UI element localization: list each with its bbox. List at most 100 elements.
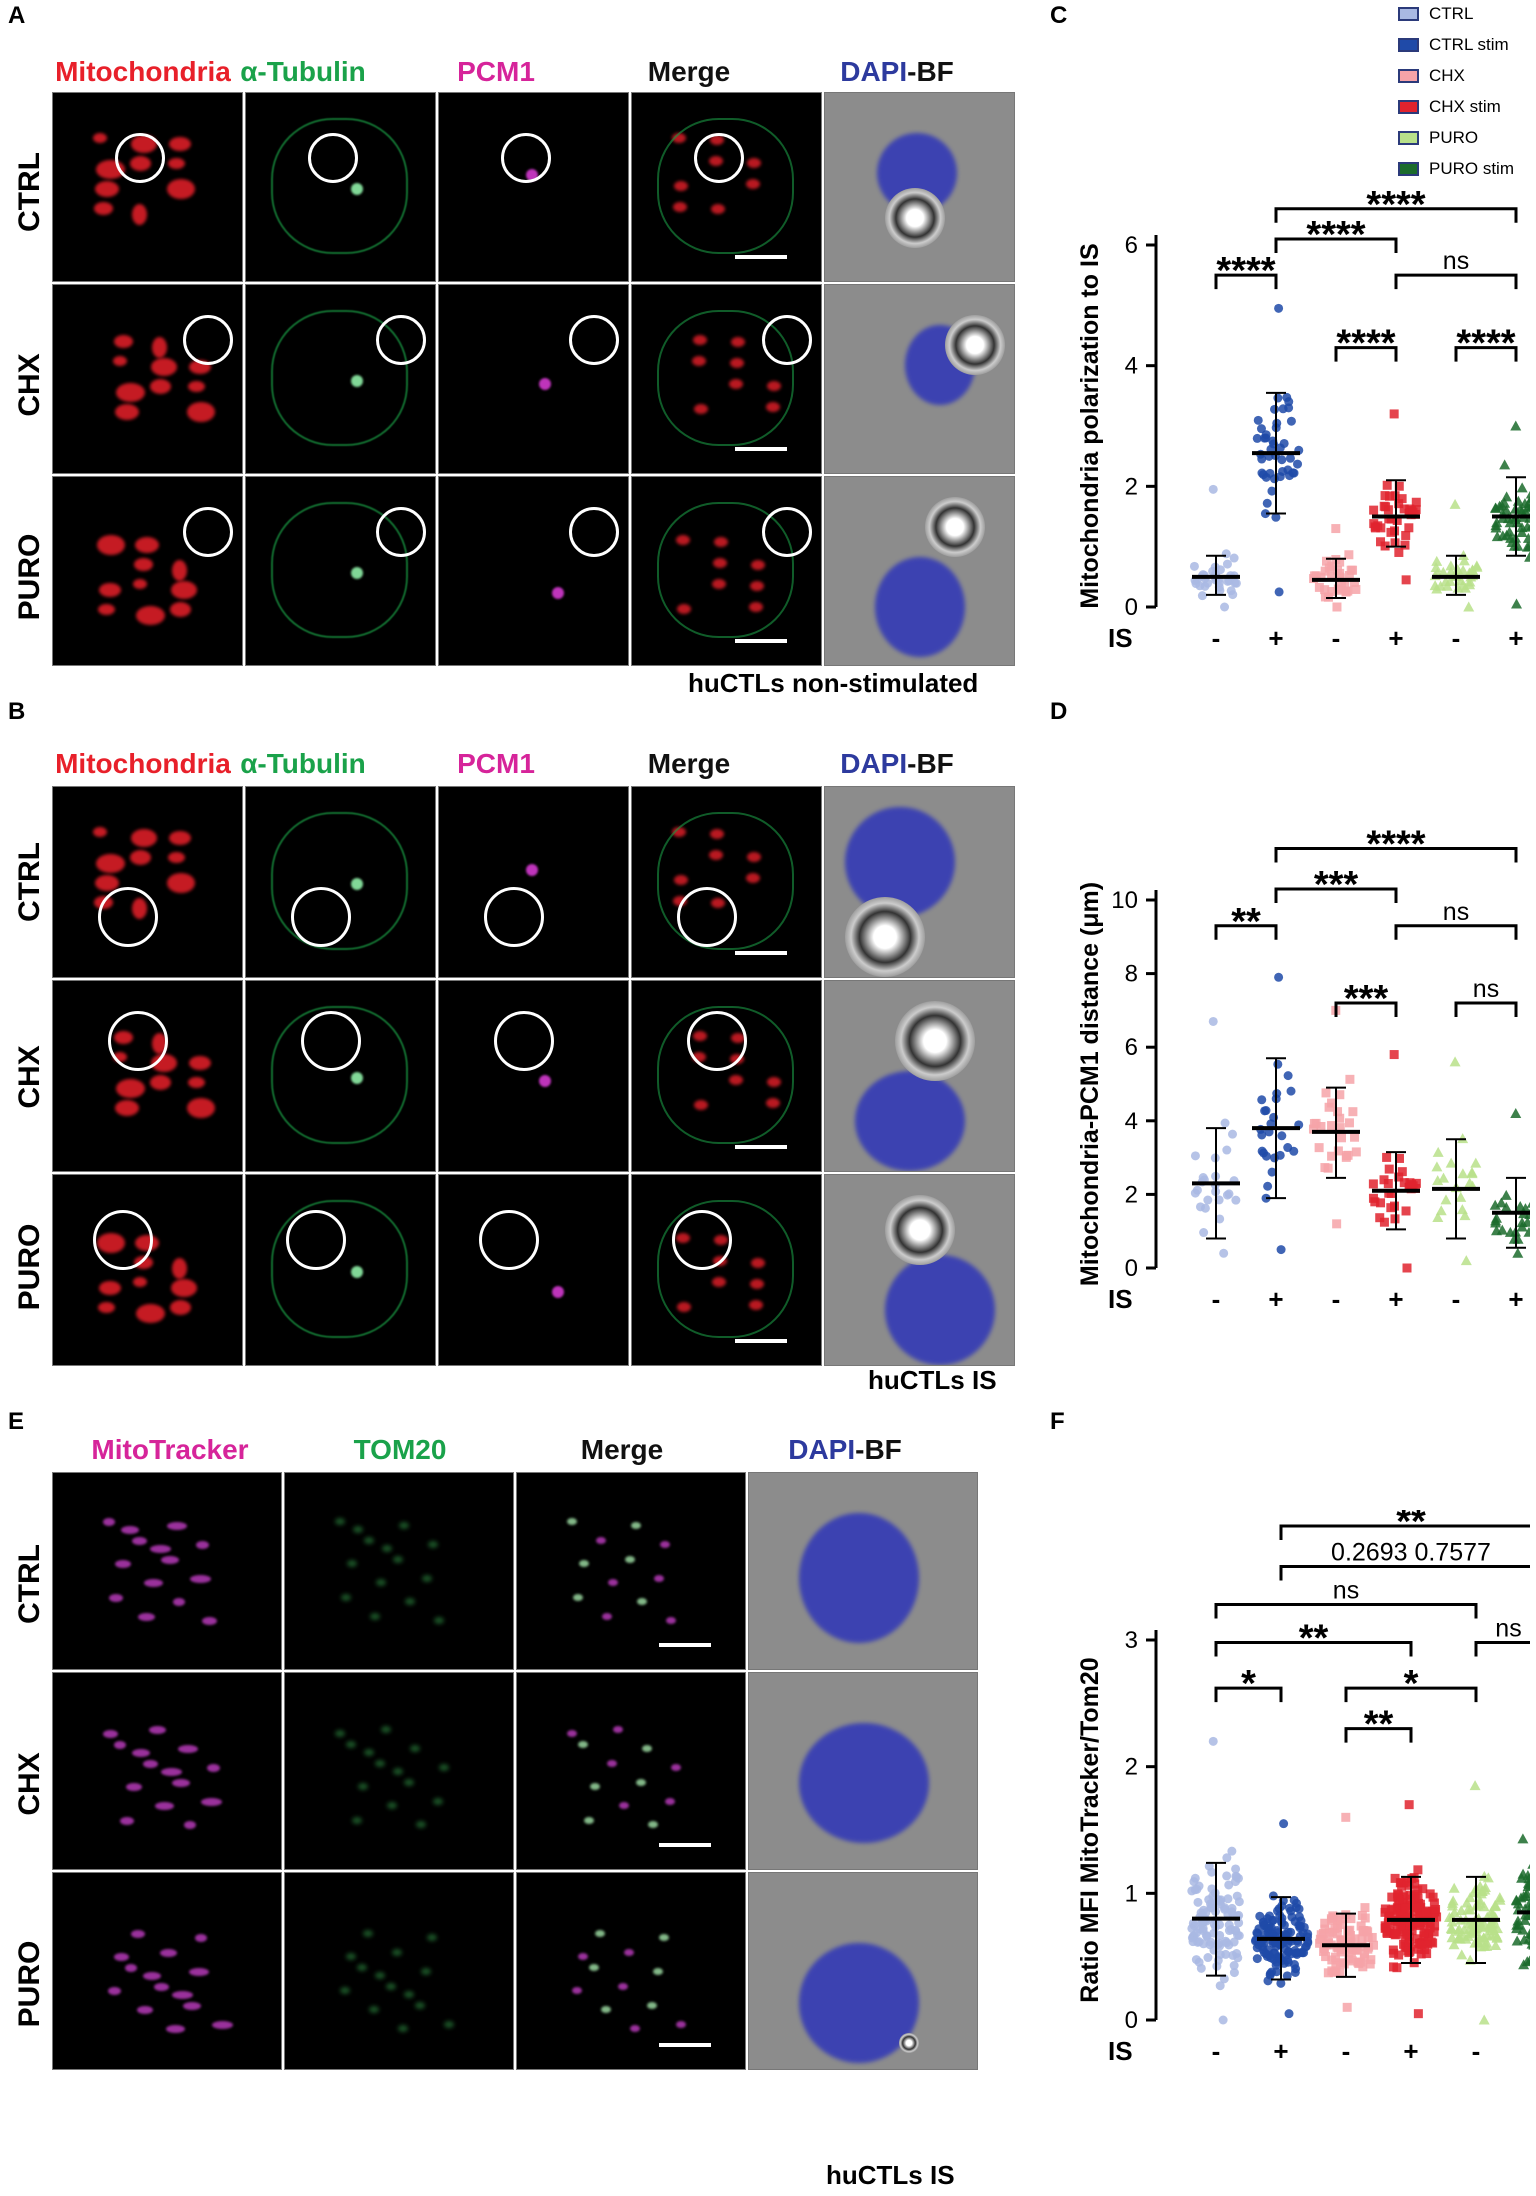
brightfield-image xyxy=(824,476,1015,666)
channel-label-tom20-e: TOM20 xyxy=(353,1434,447,1465)
data-point xyxy=(1345,1074,1355,1084)
signal-blob xyxy=(150,1075,171,1090)
condition-label-a: huCTLs non-stimulated xyxy=(688,668,979,698)
data-point xyxy=(1394,499,1404,509)
signal-blob xyxy=(428,1541,438,1548)
significance-label: ** xyxy=(1396,1510,1426,1543)
signal-blob xyxy=(133,1277,147,1287)
data-point xyxy=(1469,1780,1481,1791)
data-point xyxy=(1380,1904,1390,1914)
scale-bar xyxy=(659,1643,711,1647)
brightfield-image xyxy=(824,284,1015,474)
data-point xyxy=(1487,1922,1499,1933)
significance-bracket xyxy=(1279,1524,1530,1540)
legend-swatch xyxy=(1398,7,1419,21)
signal-blob xyxy=(746,179,760,189)
data-point xyxy=(1379,1217,1389,1227)
data-point xyxy=(1383,1179,1393,1189)
data-point xyxy=(1517,1868,1529,1879)
data-point xyxy=(1397,1167,1407,1177)
legend-swatch xyxy=(1398,69,1419,83)
data-point xyxy=(1432,1912,1442,1922)
x-axis-title: IS xyxy=(1108,623,1133,653)
brightfield-image xyxy=(824,980,1015,1172)
data-point xyxy=(1460,1255,1472,1266)
signal-blob xyxy=(393,1768,403,1775)
channel-label-tubulin-b: α-Tubulin xyxy=(240,748,366,779)
signal-blob xyxy=(602,1613,612,1620)
data-point xyxy=(1331,1961,1341,1971)
data-point xyxy=(1310,571,1320,581)
target-bead-outline xyxy=(286,1210,346,1270)
data-point xyxy=(1194,1957,1204,1967)
x-tick-label: + xyxy=(1273,2036,1288,2066)
signal-blob xyxy=(729,379,743,389)
target-bead-outline xyxy=(501,133,551,183)
nucleus-dapi xyxy=(845,807,955,917)
brightfield-image xyxy=(748,1872,978,2070)
signal-blob xyxy=(130,850,151,865)
signal-blob xyxy=(375,1972,385,1979)
x-tick-label: - xyxy=(1452,623,1461,653)
data-point xyxy=(1274,587,1284,597)
data-point xyxy=(1389,1050,1399,1060)
row-label-ctrl-b: CTRL xyxy=(13,842,46,922)
data-point xyxy=(1471,561,1483,572)
fluorescence-image xyxy=(438,476,629,666)
data-point xyxy=(1411,1907,1421,1917)
signal-blob xyxy=(625,1556,635,1563)
signal-blob xyxy=(173,1598,185,1606)
data-point xyxy=(1384,1164,1394,1174)
signal-blob xyxy=(183,2002,201,2010)
signal-blob xyxy=(376,1579,386,1586)
data-point xyxy=(1382,1928,1392,1938)
panel-label-d: D xyxy=(1050,698,1068,725)
tubulin-network xyxy=(271,310,408,446)
y-axis-title: Mitochondria polarization to IS xyxy=(1076,243,1104,608)
significance-label: **** xyxy=(1216,250,1275,292)
fluorescence-image xyxy=(52,1872,282,2070)
data-point xyxy=(1510,1107,1522,1118)
significance-bracket xyxy=(1274,846,1518,863)
signal-blob xyxy=(572,1987,582,1994)
data-point xyxy=(1261,430,1271,440)
data-point xyxy=(1189,1877,1199,1887)
data-point xyxy=(1320,566,1330,576)
signal-blob xyxy=(167,179,195,199)
data-point xyxy=(1392,1963,1402,1973)
significance-bracket xyxy=(1274,207,1518,223)
target-bead-outline xyxy=(301,1011,361,1071)
data-point xyxy=(1415,1912,1425,1922)
data-point xyxy=(1422,1949,1432,1959)
signal-blob xyxy=(189,1968,209,1976)
target-bead-outline xyxy=(484,887,544,947)
data-point xyxy=(1365,1959,1375,1969)
data-point xyxy=(1341,1812,1351,1822)
data-point xyxy=(1203,1953,1213,1963)
signal-blob xyxy=(370,1613,380,1620)
bead xyxy=(945,315,1005,375)
signal-blob xyxy=(167,873,195,893)
nucleus-dapi xyxy=(855,1071,965,1171)
signal-blob xyxy=(573,1594,583,1601)
signal-blob xyxy=(352,1817,362,1824)
signal-blob xyxy=(619,1802,629,1809)
signal-blob xyxy=(121,1526,139,1534)
signal-blob xyxy=(151,358,177,376)
data-point xyxy=(1329,1967,1339,1977)
data-point xyxy=(1459,1210,1471,1221)
significance-label: ns xyxy=(1333,1577,1359,1605)
signal-blob xyxy=(150,1545,171,1553)
data-point xyxy=(1224,1880,1234,1890)
data-point xyxy=(1421,1907,1431,1917)
data-point xyxy=(1222,1853,1232,1863)
data-point xyxy=(1445,1157,1457,1168)
data-point xyxy=(1288,468,1298,478)
data-point xyxy=(1260,509,1270,519)
target-bead-outline xyxy=(183,507,233,557)
signal-blob xyxy=(132,1749,150,1757)
signal-blob xyxy=(551,1286,564,1298)
data-point xyxy=(1331,524,1341,534)
y-tick-label: 1 xyxy=(1125,1880,1138,1907)
